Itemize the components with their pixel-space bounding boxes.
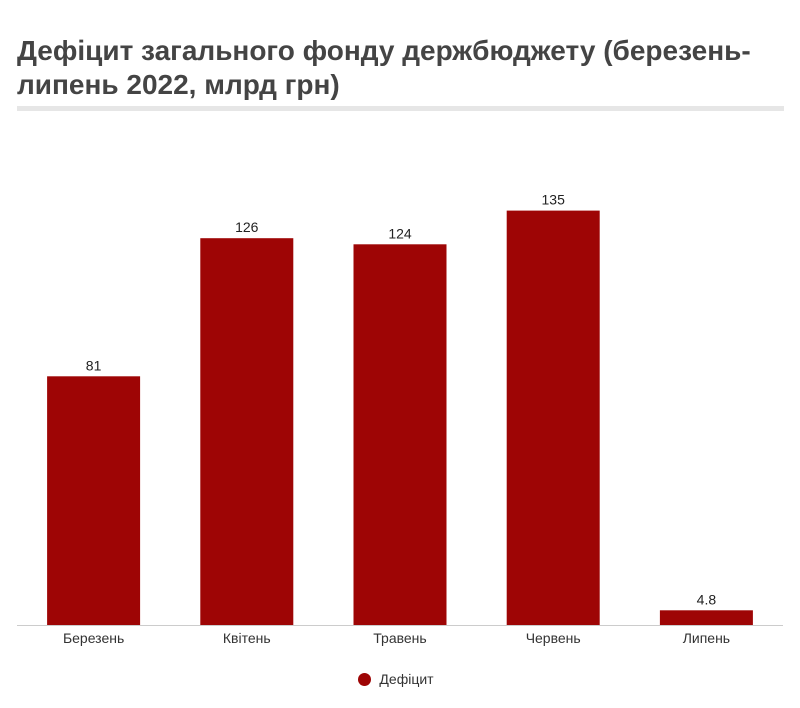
chart-title: Дефіцит загального фонду держбюджету (бе… xyxy=(17,35,751,100)
legend[interactable]: Дефіцит xyxy=(0,671,800,687)
bar-value-label: 126 xyxy=(235,219,259,235)
bar-5[interactable] xyxy=(659,610,753,625)
legend-swatch xyxy=(358,672,372,686)
bar-1[interactable] xyxy=(47,376,141,625)
bar-value-label: 4.8 xyxy=(697,591,717,607)
bar-value-label: 124 xyxy=(388,225,412,241)
x-tick-label: Липень xyxy=(683,630,730,646)
bar-4[interactable] xyxy=(506,210,600,625)
bar-value-label: 81 xyxy=(86,357,102,373)
bar-value-label: 135 xyxy=(542,192,566,208)
x-tick-label: Червень xyxy=(526,630,581,646)
title-underline xyxy=(17,106,784,111)
legend-label: Дефіцит xyxy=(379,671,434,687)
x-tick-label: Березень xyxy=(63,630,124,646)
x-tick-label: Травень xyxy=(373,630,426,646)
bar-3[interactable] xyxy=(353,244,447,626)
bar-2[interactable] xyxy=(200,238,294,625)
bar-chart: 81 Березень 126 Квітень 124 Травень 135 Червень… xyxy=(17,192,783,646)
x-tick-label: Квітень xyxy=(223,630,271,646)
